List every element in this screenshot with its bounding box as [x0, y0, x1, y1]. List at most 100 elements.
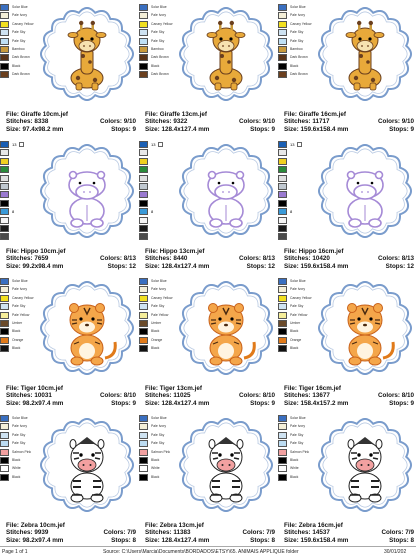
palette-item: Pale Sky — [139, 431, 191, 440]
palette-item: Canary Yellow — [139, 294, 191, 303]
color-swatch — [139, 456, 148, 464]
design-card-hippo: 13 8 File: Hippo 16cm.jef Stitches: 10420… — [278, 137, 416, 274]
thread-name: Umber — [151, 320, 162, 325]
color-count: Colors: 8/13 — [99, 255, 136, 263]
thread-name: Canary Yellow — [290, 21, 312, 26]
palette-item: Salmon Pink — [139, 448, 191, 457]
palette-item: Orange — [139, 336, 191, 345]
color-swatch — [0, 278, 9, 285]
thread-name: Pale Sky — [151, 304, 165, 309]
stitch-count: Stitches: 8338 — [6, 118, 49, 126]
palette-item: Pale Sky — [278, 440, 330, 448]
stitch-count: Stitches: 11383 — [145, 529, 191, 537]
palette-item: Pale Sky — [139, 303, 191, 311]
palette-item: Black — [278, 456, 330, 465]
hippo-applique-artwork — [178, 143, 274, 239]
color-palette: 13 8 — [0, 141, 52, 242]
design-card-tiger: Solar Blue Pale Ivory Canary Yellow Pale Sk… — [139, 274, 277, 411]
thread-name: Bamboo — [290, 46, 303, 51]
thread-name: Dark Brown — [12, 72, 30, 77]
palette-item: Black — [278, 345, 330, 353]
palette-item: Pale Sky — [278, 431, 330, 440]
color-swatch — [278, 311, 287, 319]
color-swatch — [278, 415, 287, 422]
palette-item: Pale Sky — [139, 29, 191, 37]
color-swatch — [0, 303, 9, 311]
file-name: File: Tiger 13cm.jef — [145, 385, 202, 392]
thread-name: Dark Brown — [151, 72, 169, 77]
color-swatch — [0, 45, 9, 53]
stop-count: Stops: 9 — [111, 125, 136, 133]
color-swatch — [139, 448, 148, 456]
design-card-giraffe: Solar Blue Pale Ivory Canary Yellow Pale Sk… — [139, 0, 277, 137]
thread-number: 8 — [290, 209, 293, 215]
palette-item: Solar Blue — [278, 278, 330, 286]
thread-name: Orange — [12, 337, 24, 342]
thread-number: 13 — [12, 142, 17, 147]
stop-count: Stops: 8 — [250, 536, 275, 544]
file-name: File: Giraffe 10cm.jef — [6, 111, 68, 118]
stitch-count: Stitches: 7659 — [6, 255, 49, 263]
thread-name: Pale Ivory — [290, 424, 306, 429]
thread-name: Pale Sky — [151, 30, 165, 35]
color-swatch — [0, 191, 9, 199]
color-swatch — [278, 224, 287, 232]
palette-item: White — [139, 465, 191, 473]
thread-name: Pale Sky — [151, 441, 165, 446]
design-size: Size: 158.4x157.2 mm — [284, 399, 349, 407]
palette-item — [0, 182, 52, 191]
color-swatch — [278, 294, 287, 302]
palette-item: Dark Brown — [139, 71, 191, 79]
color-palette: Solar Blue Pale Ivory Canary Yellow Pale Sk… — [278, 4, 330, 80]
thread-name: Dark Brown — [12, 55, 30, 60]
palette-item — [278, 149, 330, 157]
thread-name: Black — [12, 63, 21, 68]
thread-name: Black — [12, 346, 21, 351]
thread-name: Pale Ivory — [12, 287, 28, 292]
color-swatch — [278, 20, 287, 28]
color-swatch — [278, 37, 287, 45]
color-swatch — [278, 54, 287, 62]
palette-item: Dark Brown — [278, 54, 330, 62]
palette-item: Black — [139, 473, 191, 482]
color-swatch — [0, 224, 9, 232]
color-swatch — [278, 423, 287, 431]
palette-item — [139, 174, 191, 183]
design-card-tiger: Solar Blue Pale Ivory Canary Yellow Pale Sk… — [0, 274, 138, 411]
color-swatch — [278, 328, 287, 336]
palette-item — [0, 233, 52, 241]
color-swatch — [0, 456, 9, 464]
palette-item: 13 — [0, 141, 52, 149]
color-swatch — [139, 191, 148, 199]
stop-count: Stops: 8 — [111, 536, 136, 544]
color-swatch — [278, 345, 287, 353]
palette-item — [0, 216, 52, 225]
color-count: Colors: 9/10 — [238, 118, 275, 126]
design-size: Size: 128.4x127.4 mm — [145, 125, 210, 133]
design-size: Size: 98.2x97.4 mm — [6, 536, 64, 544]
giraffe-applique-artwork — [317, 6, 413, 102]
palette-item: 8 — [278, 208, 330, 216]
stitch-count: Stitches: 13677 — [284, 392, 330, 400]
palette-item: White — [278, 465, 330, 473]
palette-item: Canary Yellow — [0, 20, 52, 29]
color-swatch — [0, 311, 9, 319]
design-info: File: Hippo 10cm.jef Stitches: 7659 Color… — [6, 248, 136, 270]
thread-name: Pale Sky — [290, 432, 304, 437]
thread-name: Solar Blue — [290, 5, 306, 9]
stitch-count: Stitches: 9939 — [6, 529, 49, 537]
thread-name: Solar Blue — [151, 416, 167, 420]
palette-item — [139, 166, 191, 174]
hippo-applique-artwork — [39, 143, 135, 239]
design-info: File: Tiger 13cm.jef Stitches: 11025 Colo… — [145, 385, 275, 407]
checkbox-icon — [297, 142, 302, 147]
thread-name: Canary Yellow — [151, 295, 173, 300]
zebra-applique-artwork — [178, 417, 274, 513]
palette-item — [139, 157, 191, 166]
color-swatch — [139, 199, 148, 207]
checkbox-icon — [19, 142, 24, 147]
palette-item — [139, 224, 191, 233]
stitch-count: Stitches: 11717 — [284, 118, 330, 126]
thread-name: Pale Sky — [12, 441, 26, 446]
palette-item: Dark Brown — [278, 71, 330, 79]
